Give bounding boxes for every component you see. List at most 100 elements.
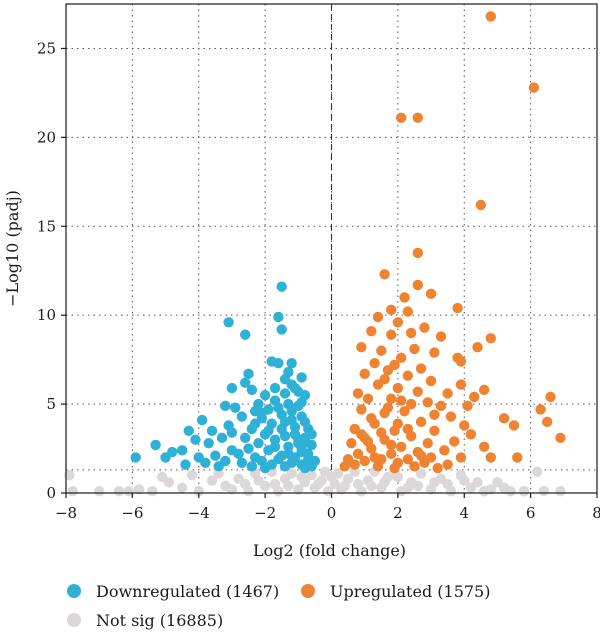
point-s2-31: [349, 466, 360, 477]
point-s0-57: [233, 448, 244, 460]
point-s1-45: [422, 397, 433, 408]
point-s0-4: [240, 329, 251, 340]
point-s1-71: [395, 441, 407, 452]
point-s2-49: [518, 486, 530, 497]
point-s0-80: [299, 462, 311, 474]
point-s1-93: [389, 462, 400, 474]
point-s1-17: [405, 327, 417, 339]
x-tick-label-4: 0: [327, 504, 337, 522]
point-s0-104: [299, 436, 311, 447]
point-s2-50: [532, 466, 543, 477]
point-s1-88: [442, 459, 453, 470]
y-tick-label-2: 10: [37, 306, 56, 324]
point-s0-21: [230, 402, 241, 413]
point-s0-9: [243, 368, 254, 380]
point-s0-94: [303, 448, 314, 460]
point-s0-77: [246, 461, 258, 472]
point-s1-12: [452, 302, 463, 314]
point-s1-43: [362, 393, 374, 404]
point-s1-100: [362, 436, 374, 447]
point-s1-80: [455, 452, 467, 463]
point-s0-79: [279, 461, 291, 472]
x-tick-label-2: −4: [188, 504, 210, 522]
point-s1-53: [445, 411, 457, 422]
point-s1-16: [366, 325, 377, 337]
point-s0-46: [253, 438, 264, 449]
point-s1-22: [356, 341, 367, 353]
point-s1-49: [535, 404, 546, 415]
point-s1-95: [366, 413, 377, 424]
point-s0-17: [259, 390, 271, 401]
point-s1-21: [472, 341, 483, 353]
point-s2-53: [93, 486, 105, 497]
point-s0-42: [216, 432, 228, 444]
y-tick-label-0: 0: [46, 484, 56, 502]
point-s0-7: [286, 357, 297, 369]
point-s2-9: [206, 475, 218, 486]
point-s1-23: [376, 345, 387, 356]
point-s2-2: [113, 486, 125, 497]
point-s0-6: [273, 357, 284, 369]
point-s1-89: [349, 459, 360, 470]
point-s2-73: [459, 475, 470, 486]
point-s0-0: [276, 281, 287, 292]
point-s1-13: [372, 311, 384, 323]
point-s1-6: [379, 269, 390, 280]
point-s0-102: [269, 382, 281, 394]
point-s1-14: [392, 317, 404, 328]
point-s1-35: [455, 379, 467, 390]
point-s1-42: [352, 388, 364, 399]
point-s2-63: [326, 471, 337, 483]
point-s1-109: [389, 359, 400, 371]
point-s0-16: [279, 388, 291, 399]
legend-label-2: Not sig (16885): [96, 611, 223, 630]
point-s0-63: [160, 452, 171, 463]
x-tick-label-8: 8: [592, 504, 600, 522]
point-s2-3: [123, 486, 135, 497]
point-s1-57: [555, 432, 566, 444]
legend-label-0: Downregulated (1467): [96, 582, 279, 601]
point-s1-108: [429, 409, 440, 420]
point-s1-30: [415, 363, 427, 374]
point-s1-18: [435, 331, 447, 342]
point-s1-105: [415, 450, 427, 461]
point-s2-74: [472, 477, 483, 488]
point-s2-55: [186, 470, 198, 481]
point-s0-2: [276, 324, 287, 335]
point-s0-87: [299, 416, 311, 428]
point-s2-6: [163, 477, 175, 488]
point-s0-85: [273, 402, 284, 413]
point-s1-10: [386, 304, 397, 316]
point-s1-85: [359, 455, 370, 467]
point-s2-19: [286, 468, 297, 479]
y-tick-label-4: 20: [37, 128, 56, 146]
point-s1-68: [449, 436, 460, 447]
axis-ticks: −8 −6 −4 −2 0 2 4 6 8 0 5 10 15 20 25: [37, 39, 600, 522]
point-s1-5: [412, 247, 423, 259]
x-tick-label-1: −6: [121, 504, 143, 522]
point-s1-82: [402, 454, 414, 465]
point-s1-8: [399, 292, 410, 303]
point-s1-52: [399, 406, 410, 417]
point-s2-20: [293, 484, 304, 495]
point-s1-99: [392, 418, 404, 429]
point-s1-25: [429, 347, 440, 358]
point-s1-96: [382, 402, 394, 413]
point-s1-4: [475, 199, 487, 211]
point-s1-78: [512, 452, 523, 463]
y-tick-label-5: 25: [37, 39, 56, 57]
point-s2-0: [64, 470, 75, 481]
point-s1-56: [542, 416, 553, 428]
point-s1-69: [422, 438, 433, 449]
point-s0-81: [259, 462, 271, 474]
legend-label-1: Upregulated (1575): [330, 582, 490, 601]
point-s0-92: [279, 416, 291, 428]
point-s2-58: [253, 475, 264, 486]
point-s2-67: [379, 477, 390, 488]
point-s1-34: [425, 375, 437, 387]
point-s2-69: [402, 482, 414, 493]
point-s1-19: [386, 329, 397, 340]
point-s0-11: [226, 382, 238, 394]
point-s0-50: [283, 441, 294, 452]
point-s1-3: [412, 112, 423, 124]
